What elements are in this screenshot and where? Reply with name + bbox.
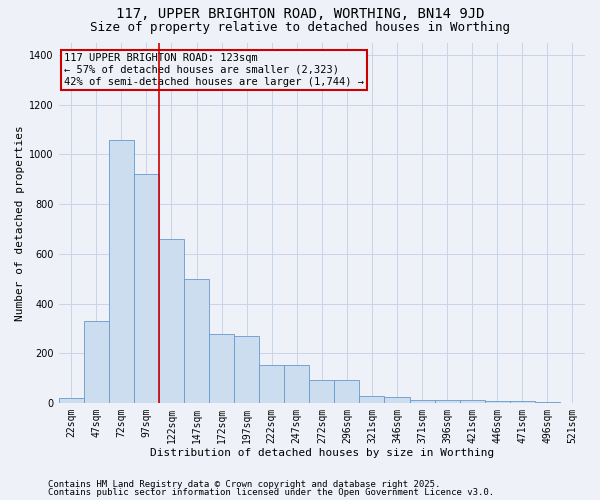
Text: Size of property relative to detached houses in Worthing: Size of property relative to detached ho… [90,21,510,34]
Bar [59,398,84,403]
Bar [309,380,334,403]
Bar [385,397,410,403]
Bar [134,174,159,403]
Text: Contains public sector information licensed under the Open Government Licence v3: Contains public sector information licen… [48,488,494,497]
Bar [410,400,434,403]
Y-axis label: Number of detached properties: Number of detached properties [15,125,25,320]
Bar [84,321,109,403]
Bar [434,400,460,403]
Bar [109,140,134,403]
Bar [184,279,209,403]
Bar [460,400,485,403]
Bar [209,334,234,403]
Bar [510,401,535,403]
Bar [234,336,259,403]
Text: Contains HM Land Registry data © Crown copyright and database right 2025.: Contains HM Land Registry data © Crown c… [48,480,440,489]
Bar [284,364,309,403]
Bar [159,239,184,403]
Bar [535,402,560,403]
Bar [359,396,385,403]
Bar [485,401,510,403]
Bar [334,380,359,403]
Text: 117, UPPER BRIGHTON ROAD, WORTHING, BN14 9JD: 117, UPPER BRIGHTON ROAD, WORTHING, BN14… [116,8,484,22]
Bar [259,364,284,403]
X-axis label: Distribution of detached houses by size in Worthing: Distribution of detached houses by size … [150,448,494,458]
Text: 117 UPPER BRIGHTON ROAD: 123sqm
← 57% of detached houses are smaller (2,323)
42%: 117 UPPER BRIGHTON ROAD: 123sqm ← 57% of… [64,54,364,86]
